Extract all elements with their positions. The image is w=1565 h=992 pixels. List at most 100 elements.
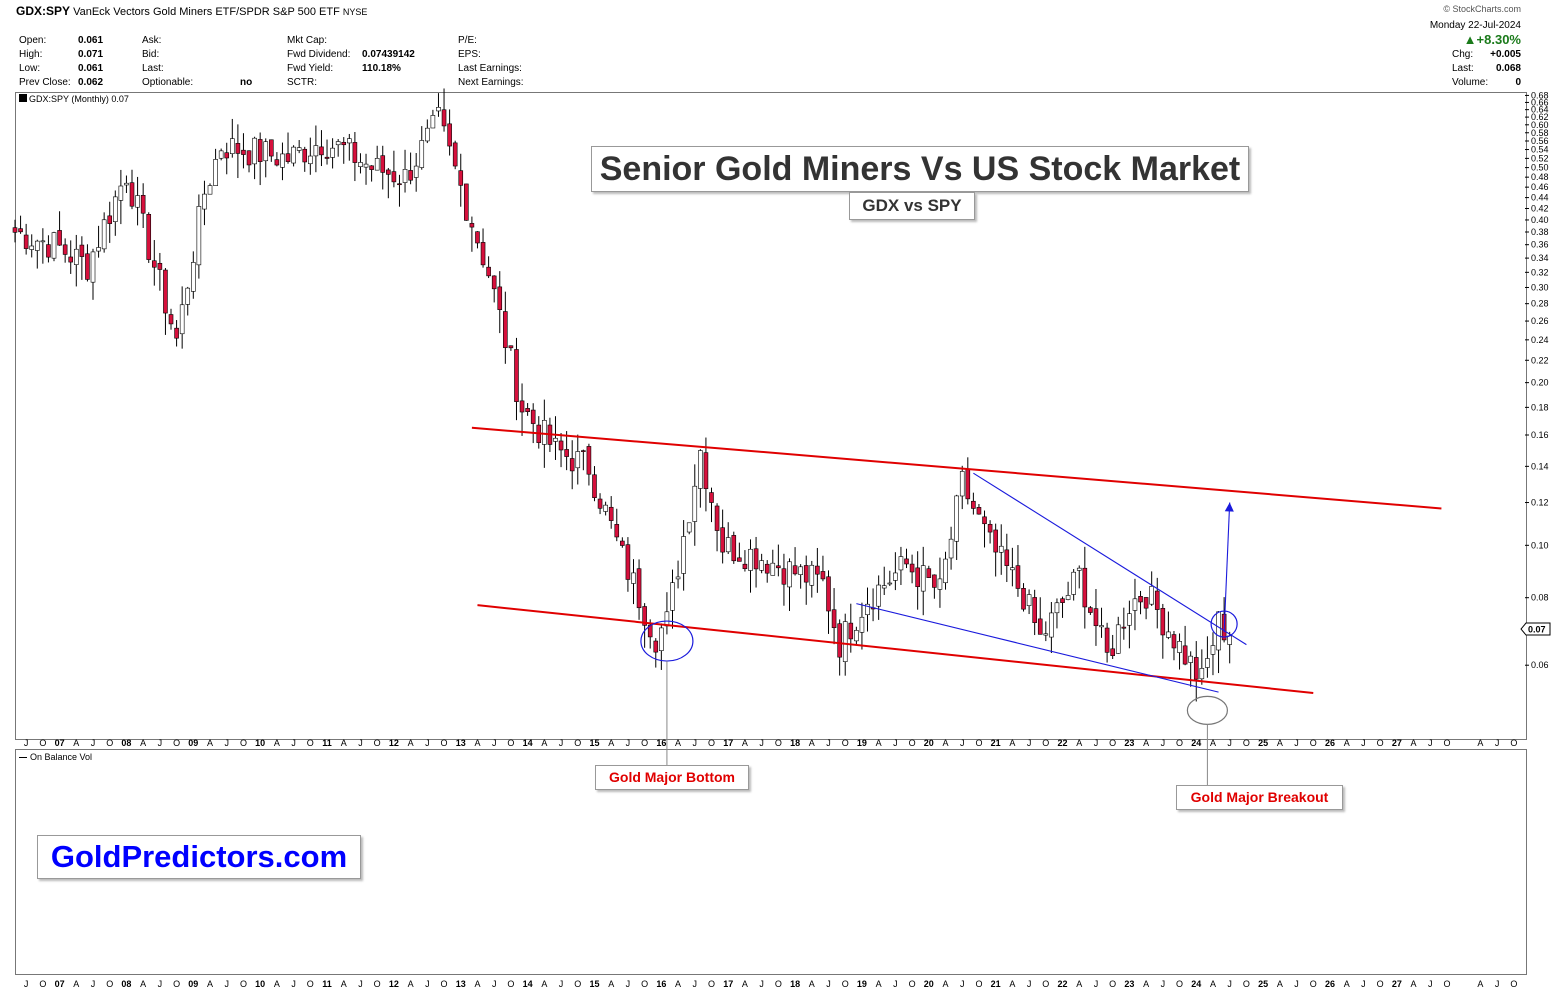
candle-body bbox=[1227, 635, 1232, 645]
candle-body bbox=[40, 240, 46, 243]
x-month-label: A bbox=[207, 979, 213, 989]
x-year-label: 25 bbox=[1258, 979, 1268, 989]
candle-body bbox=[893, 572, 898, 581]
candle-body bbox=[469, 223, 475, 228]
candle-body bbox=[636, 568, 642, 609]
candle-body bbox=[213, 159, 218, 186]
obv-legend-text: On Balance Vol bbox=[30, 752, 93, 762]
x-month-label: O bbox=[307, 738, 314, 748]
x-month-label: O bbox=[240, 738, 247, 748]
x-year-label: 24 bbox=[1191, 738, 1201, 748]
y-tick-label: 0.50 bbox=[1531, 163, 1549, 173]
candle-body bbox=[1088, 607, 1093, 613]
candle-body bbox=[302, 148, 308, 163]
candle-body bbox=[787, 561, 792, 588]
candle-body bbox=[1127, 613, 1132, 626]
y-tick-label: 0.46 bbox=[1531, 182, 1549, 192]
candle-body bbox=[79, 244, 85, 257]
x-month-label: J bbox=[224, 738, 229, 748]
x-month-label: J bbox=[492, 979, 497, 989]
x-month-label: O bbox=[1510, 738, 1517, 748]
x-month-label: O bbox=[909, 738, 916, 748]
candle-body bbox=[425, 127, 430, 142]
x-year-label: 26 bbox=[1325, 979, 1335, 989]
candle-body bbox=[1193, 657, 1199, 680]
x-month-label: J bbox=[91, 979, 96, 989]
x-year-label: 12 bbox=[389, 979, 399, 989]
candle-body bbox=[725, 537, 731, 553]
last-value-label: 0.07 bbox=[1528, 625, 1546, 635]
x-month-label: A bbox=[809, 738, 815, 748]
x-year-label: 20 bbox=[924, 738, 934, 748]
x-month-label: A bbox=[876, 979, 882, 989]
candle-body bbox=[698, 450, 703, 489]
candle-body bbox=[826, 576, 831, 612]
candle-body bbox=[776, 565, 781, 569]
x-month-label: O bbox=[1042, 738, 1049, 748]
x-month-label: O bbox=[975, 738, 982, 748]
candle-body bbox=[1010, 567, 1015, 571]
candle-body bbox=[207, 185, 213, 195]
candle-body bbox=[140, 195, 146, 214]
x-month-label: A bbox=[1344, 738, 1350, 748]
chart-headline: Senior Gold Miners Vs US Stock Market bbox=[591, 146, 1249, 192]
x-month-label: A bbox=[408, 979, 414, 989]
candle-body bbox=[62, 244, 68, 255]
symbol-description: VanEck Vectors Gold Miners ETF/SPDR S&P … bbox=[73, 6, 340, 18]
x-year-label: 08 bbox=[121, 738, 131, 748]
stat-value: 0.071 bbox=[78, 49, 104, 60]
candle-body bbox=[280, 153, 285, 168]
last-value-tag bbox=[1520, 622, 1551, 636]
x-month-label: A bbox=[140, 979, 146, 989]
x-month-label: O bbox=[106, 979, 113, 989]
candle-body bbox=[402, 169, 408, 183]
x-month-label: J bbox=[1027, 979, 1032, 989]
stat-label: High: bbox=[19, 49, 43, 60]
stat-value: 0 bbox=[1515, 77, 1521, 88]
x-month-label: J bbox=[759, 738, 764, 748]
x-month-label: O bbox=[975, 979, 982, 989]
candle-body bbox=[179, 304, 185, 335]
candle-body bbox=[742, 563, 748, 570]
candle-body bbox=[1132, 598, 1138, 611]
candle-body bbox=[1188, 655, 1193, 663]
candle-body bbox=[926, 568, 932, 578]
candle-body bbox=[1099, 625, 1104, 628]
x-year-label: 13 bbox=[456, 738, 466, 748]
candle-body bbox=[614, 524, 620, 538]
candle-body bbox=[553, 437, 558, 442]
candle-body bbox=[809, 564, 815, 586]
x-month-label: A bbox=[1076, 979, 1082, 989]
candle-body bbox=[569, 458, 575, 472]
candle-body bbox=[319, 146, 324, 156]
candle-body bbox=[748, 548, 753, 571]
y-tick-label: 0.26 bbox=[1531, 316, 1549, 326]
x-month-label: O bbox=[1042, 979, 1049, 989]
candle-body bbox=[12, 227, 18, 233]
candle-body bbox=[965, 469, 971, 500]
exchange: NYSE bbox=[342, 7, 368, 17]
x-year-label: 15 bbox=[589, 738, 599, 748]
x-month-label: J bbox=[224, 979, 229, 989]
candle-body bbox=[803, 565, 809, 583]
y-tick-label: 0.48 bbox=[1531, 172, 1549, 182]
x-year-label: 23 bbox=[1124, 979, 1134, 989]
candle-body bbox=[1060, 598, 1065, 603]
stat-label: Fwd Dividend: bbox=[287, 49, 351, 60]
candle-body bbox=[68, 256, 74, 263]
candle-body bbox=[792, 565, 798, 575]
x-month-label: O bbox=[708, 738, 715, 748]
candle-body bbox=[703, 452, 709, 490]
candle-body bbox=[1026, 594, 1032, 606]
x-month-label: O bbox=[507, 979, 514, 989]
price-panel bbox=[15, 92, 1527, 740]
candle-body bbox=[124, 182, 129, 186]
candle-body bbox=[73, 248, 79, 265]
candle-body bbox=[1021, 588, 1026, 610]
candle-body bbox=[96, 247, 101, 252]
candle-body bbox=[943, 558, 948, 584]
x-month-label: O bbox=[374, 738, 381, 748]
y-tick-label: 0.52 bbox=[1531, 153, 1549, 163]
candle-body bbox=[324, 156, 330, 159]
candle-body bbox=[246, 150, 252, 166]
